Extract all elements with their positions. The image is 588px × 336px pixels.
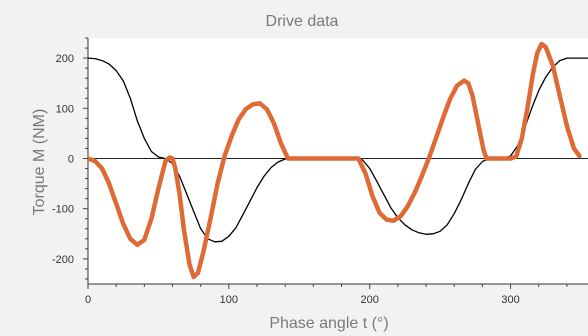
- series-2-line: [88, 41, 582, 280]
- y-tick-label: 100: [56, 103, 74, 115]
- y-tick-label: -200: [52, 254, 74, 266]
- y-tick-label: 0: [68, 153, 74, 165]
- y-tick-label: 200: [56, 53, 74, 65]
- x-tick-label: 300: [501, 294, 519, 306]
- x-tick-label: 200: [361, 294, 379, 306]
- chart-title: Drive data: [266, 13, 339, 30]
- y-tick-label: -100: [52, 204, 74, 216]
- y-axis-label: Torque M (NM): [31, 109, 48, 216]
- x-tick-label: 100: [220, 294, 238, 306]
- series-layer: [88, 41, 588, 280]
- x-axis-label: Phase angle t (°): [269, 315, 388, 332]
- plot-area: [88, 38, 588, 284]
- x-tick-label: 0: [85, 294, 91, 306]
